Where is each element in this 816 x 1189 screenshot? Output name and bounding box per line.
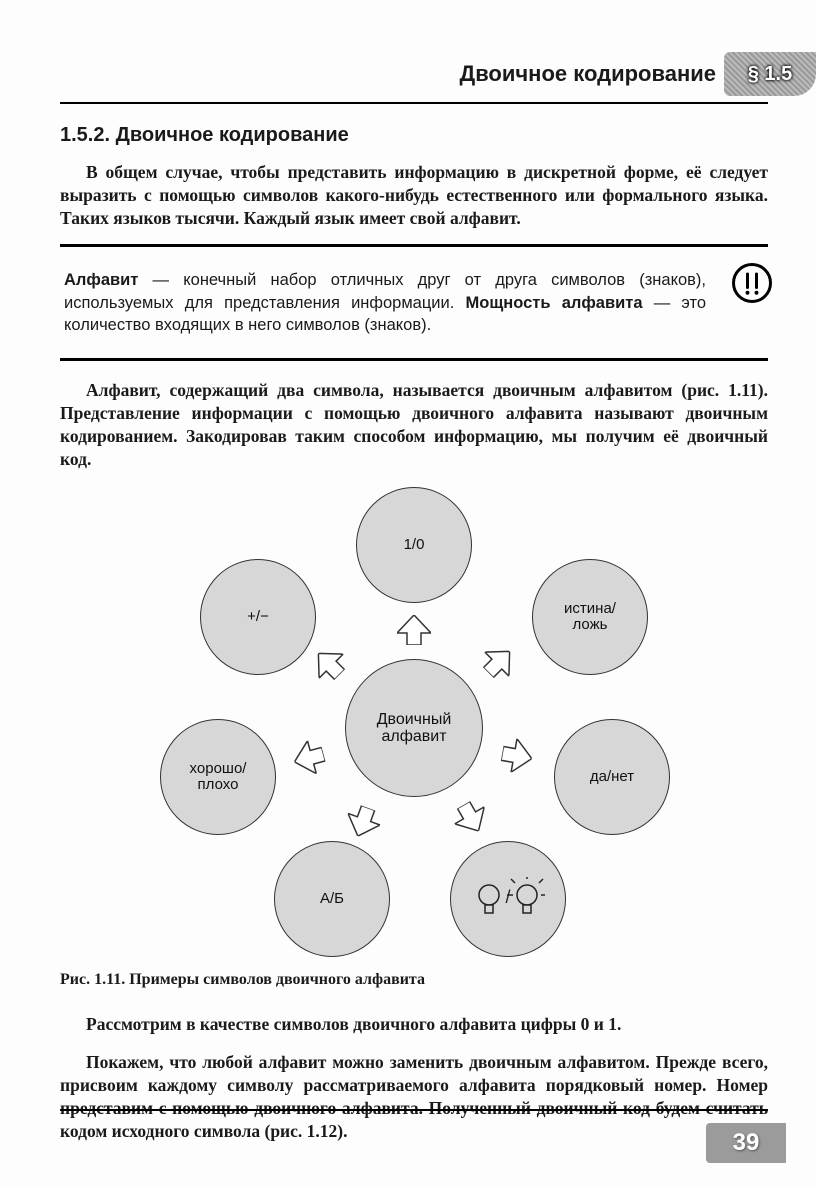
- svg-text:/: /: [505, 887, 510, 907]
- diagram-arrow: [290, 738, 328, 779]
- paragraph-1: В общем случае, чтобы представить информ…: [60, 161, 768, 230]
- diagram-arrow: [342, 803, 384, 843]
- diagram-arrow: [449, 797, 493, 840]
- diagram-node-bulbs: /: [450, 841, 566, 957]
- footer-rule: [60, 1109, 768, 1111]
- paragraph-2: Алфавит, содержащий два символа, называе…: [60, 379, 768, 471]
- diagram-center: Двоичныйалфавит: [345, 659, 483, 797]
- term-alphabet: Алфавит: [64, 271, 138, 289]
- figure-caption: Рис. 1.11. Примеры символов двоичного ал…: [60, 971, 768, 989]
- header-rule: [60, 102, 768, 104]
- chapter-title: Двоичное кодирование: [460, 61, 724, 87]
- section-heading: 1.5.2. Двоичное кодирование: [60, 124, 768, 147]
- definition-box: Алфавит — конечный набор отличных друг о…: [60, 259, 768, 346]
- term-power: Мощность алфавита: [466, 294, 643, 312]
- diagram-node-plus-minus: +/−: [200, 559, 316, 675]
- paragraph-4: Покажем, что любой алфавит можно заменит…: [60, 1051, 768, 1143]
- page-number: 39: [706, 1123, 786, 1163]
- diagram-node-good-bad: хорошо/плохо: [160, 719, 276, 835]
- diagram-node-ab: А/Б: [274, 841, 390, 957]
- def-rule-top: [60, 244, 768, 247]
- section-badge: § 1.5: [724, 52, 816, 96]
- diagram-arrow: [499, 737, 534, 776]
- paragraph-3: Рассмотрим в качестве символов двоичного…: [60, 1013, 768, 1036]
- diagram-arrow: [397, 615, 431, 645]
- diagram-node-yes-no: да/нет: [554, 719, 670, 835]
- diagram-arrow: [476, 640, 521, 685]
- attention-icon: [732, 263, 772, 303]
- diagram-node-truth: истина/ложь: [532, 559, 648, 675]
- def-rule-bottom: [60, 358, 768, 361]
- binary-alphabet-diagram: Двоичныйалфавит 1/0 истина/ложь да/нет / А/Бх…: [114, 487, 714, 957]
- diagram-arrow: [306, 642, 351, 687]
- diagram-node-one-zero: 1/0: [356, 487, 472, 603]
